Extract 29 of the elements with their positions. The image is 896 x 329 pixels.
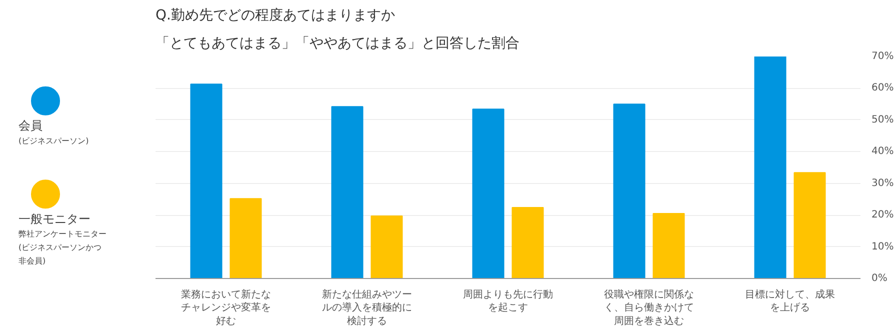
bar — [794, 172, 826, 278]
bar — [230, 198, 262, 278]
x-tick-label: 新たな仕組みやツールの導入を積極的に検討する — [322, 288, 412, 327]
x-tick-label: 周囲よりも先に行動を起こす — [463, 288, 553, 314]
y-tick-label: 60% — [872, 82, 894, 94]
bar — [472, 108, 504, 278]
bar — [370, 216, 403, 278]
y-tick-label: 10% — [872, 241, 894, 252]
legend-label: 会員 — [18, 118, 42, 133]
y-tick-label: 30% — [872, 178, 894, 189]
chart-subtitle: 「とてもあてはまる」「ややあてはまる」と回答した割合 — [156, 36, 520, 52]
x-tick-label: 役職や権限に関係なく、自ら働きかけて周囲を巻き込む — [604, 288, 694, 327]
bar — [652, 212, 685, 278]
chart-title: Q.勤め先でどの程度あてはまりますか — [156, 8, 395, 24]
x-tick-label: 目標に対して、成果を上げる — [745, 288, 835, 314]
text: (ビジネスパーソン) — [18, 136, 89, 146]
bar — [190, 84, 222, 278]
text: 弊社アンケートモニター(ビジネスパーソンかつ非会員) — [18, 230, 106, 266]
bar — [613, 104, 646, 278]
bar — [754, 56, 786, 278]
legend-label: 一般モニター — [18, 212, 90, 226]
x-tick-label: 業務において新たなチャレンジや変革を好む — [181, 288, 271, 327]
y-tick-label: 70% — [872, 51, 894, 62]
y-tick-label: 20% — [872, 210, 894, 221]
bar — [331, 106, 364, 278]
bar — [512, 206, 544, 278]
y-tick-label: 50% — [872, 114, 894, 126]
y-tick-label: 40% — [872, 146, 894, 158]
y-tick-label: 0% — [872, 273, 888, 284]
